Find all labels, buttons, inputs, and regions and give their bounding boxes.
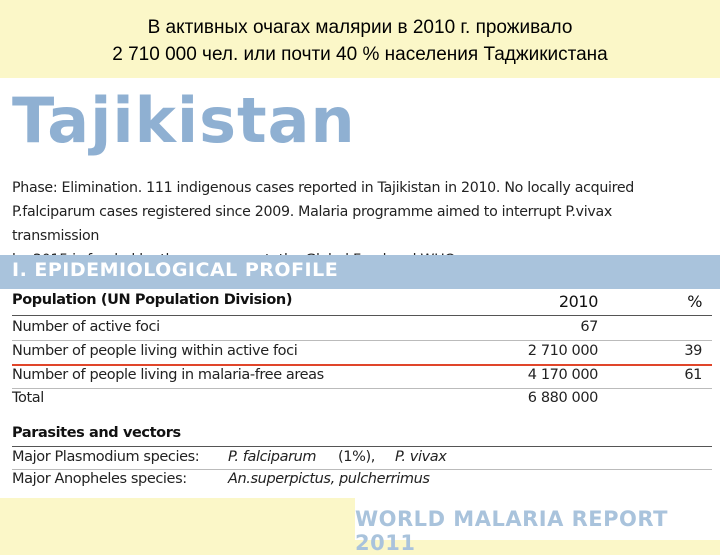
parasites-header: Parasites and vectors (12, 423, 712, 446)
population-header-pct: % (687, 292, 702, 311)
row-value: 6 880 000 (527, 390, 599, 406)
plasmodium-share: (1%), (338, 449, 375, 465)
plasmodium-row: Major Plasmodium species: P. falciparum … (12, 447, 712, 470)
population-header-year: 2010 (558, 292, 599, 311)
slide-title: В активных очагах малярии в 2010 г. прож… (0, 14, 720, 68)
highlight-line (12, 364, 712, 366)
row-value: 4 170 000 (527, 367, 599, 383)
slide-title-line-2: 2 710 000 чел. или почти 40 % населения … (112, 44, 608, 65)
table-row: Number of people living within active fo… (12, 341, 712, 364)
row-divider (12, 469, 712, 470)
footer-bar: WORLD MALARIA REPORT 2011 (355, 498, 720, 555)
table-row: Number of active foci 67 (12, 317, 712, 340)
section-heading-bar: I. EPIDEMIOLOGICAL PROFILE (0, 255, 720, 289)
table-row: Total 6 880 000 (12, 388, 712, 411)
section-heading: I. EPIDEMIOLOGICAL PROFILE (12, 259, 339, 281)
row-label: Number of people living within active fo… (12, 343, 298, 359)
table-divider (12, 446, 712, 447)
anopheles-row: Major Anopheles species: An.superpictus,… (12, 469, 712, 492)
anopheles-label: Major Anopheles species: (12, 471, 187, 487)
country-title: Tajikistan (12, 84, 356, 157)
parasites-header-label: Parasites and vectors (12, 425, 181, 441)
row-divider (12, 388, 712, 389)
row-label: Total (12, 390, 44, 406)
row-value: 2 710 000 (527, 343, 599, 359)
population-table-header: Population (UN Population Division) 2010… (12, 290, 712, 313)
report-footer-title: WORLD MALARIA REPORT 2011 (355, 507, 668, 555)
row-divider (12, 340, 712, 341)
phase-line-2: P.falciparum cases registered since 2009… (12, 204, 612, 244)
row-pct: 39 (684, 343, 702, 359)
row-label: Number of people living in malaria-free … (12, 367, 324, 383)
plasmodium-label: Major Plasmodium species: (12, 449, 200, 465)
row-value: 67 (580, 319, 598, 335)
table-divider (12, 315, 712, 316)
report-excerpt: Tajikistan Phase: Elimination. 111 indig… (0, 78, 720, 498)
plasmodium-species-1: P. falciparum (228, 449, 317, 465)
slide-title-line-1: В активных очагах малярии в 2010 г. прож… (147, 17, 573, 38)
phase-line-1: Phase: Elimination. 111 indigenous cases… (12, 180, 635, 196)
anopheles-species: An.superpictus, pulcherrimus (228, 471, 430, 487)
population-header-label: Population (UN Population Division) (12, 292, 293, 308)
table-row: Number of people living in malaria-free … (12, 365, 712, 388)
plasmodium-species-2: P. vivax (395, 449, 447, 465)
row-label: Number of active foci (12, 319, 160, 335)
row-pct: 61 (684, 367, 702, 383)
